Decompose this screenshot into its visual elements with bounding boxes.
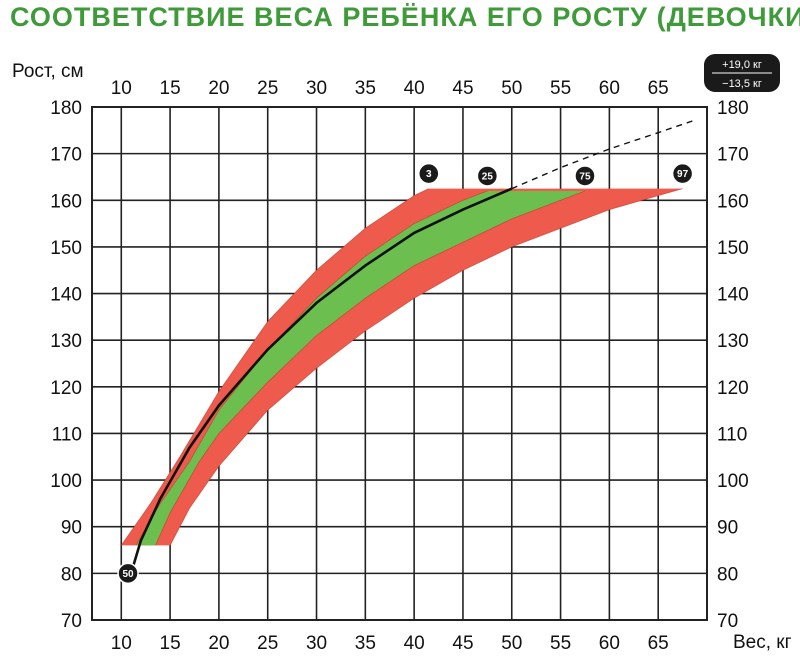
x-tick-label-bottom: 65 bbox=[648, 633, 669, 654]
y-tick-label-left: 110 bbox=[52, 424, 82, 445]
x-tick-label-bottom: 30 bbox=[306, 633, 327, 654]
y-tick-label-left: 140 bbox=[50, 285, 82, 306]
x-tick-label-top: 35 bbox=[355, 78, 376, 99]
y-tick-label-right: 120 bbox=[717, 378, 749, 399]
x-tick-label-bottom: 60 bbox=[599, 633, 620, 654]
x-tick-label-top: 60 bbox=[599, 78, 620, 99]
y-tick-label-right: 140 bbox=[717, 285, 749, 306]
y-tick-label-left: 90 bbox=[61, 518, 82, 539]
percentile-badge-label-50: 50 bbox=[122, 569, 134, 580]
y-tick-label-right: 80 bbox=[717, 564, 738, 585]
percentile-badge-label-97: 97 bbox=[677, 169, 689, 180]
x-tick-label-top: 30 bbox=[306, 78, 327, 99]
inner-band bbox=[135, 190, 585, 546]
percentile-badge-label-75: 75 bbox=[579, 171, 591, 182]
x-tick-label-bottom: 55 bbox=[550, 633, 571, 654]
y-tick-label-left: 120 bbox=[50, 378, 82, 399]
percentile-badge-97 bbox=[671, 162, 694, 185]
callout-lower: −13,5 кг bbox=[722, 78, 762, 90]
x-tick-label-bottom: 15 bbox=[160, 633, 181, 654]
y-tick-label-left: 100 bbox=[50, 471, 82, 492]
x-tick-label-top: 65 bbox=[648, 78, 669, 99]
y-tick-label-left: 70 bbox=[61, 611, 82, 632]
y-tick-label-right: 130 bbox=[717, 331, 749, 352]
x-tick-label-top: 45 bbox=[452, 78, 473, 99]
axis-ticks: 10 10 15 15 20 20 25 25 30 30 35 35 40 40 45 45 50 50 55 55… bbox=[50, 78, 748, 654]
x-tick-label-top: 55 bbox=[550, 78, 571, 99]
y-tick-label-right: 150 bbox=[717, 238, 749, 259]
x-tick-label-bottom: 40 bbox=[404, 633, 425, 654]
y-tick-label-right: 100 bbox=[717, 471, 749, 492]
percentile-badge-75 bbox=[574, 165, 596, 187]
y-tick-label-left: 150 bbox=[50, 238, 82, 259]
x-tick-label-bottom: 25 bbox=[257, 633, 278, 654]
chart-title: СООТВЕТСТВИЕ ВЕСА РЕБЁНКА ЕГО РОСТУ (ДЕВ… bbox=[10, 2, 800, 32]
percentile-badges: 3 25 50 75 97 bbox=[117, 162, 694, 585]
x-tick-label-bottom: 20 bbox=[208, 633, 229, 654]
series-25-line bbox=[135, 190, 488, 546]
percentile-lines bbox=[120, 120, 693, 574]
y-tick-label-right: 180 bbox=[717, 98, 749, 119]
grid bbox=[91, 106, 708, 621]
series-3-line bbox=[120, 188, 429, 546]
y-tick-label-right: 170 bbox=[717, 145, 749, 166]
series-97-line bbox=[169, 188, 683, 546]
x-tick-label-top: 20 bbox=[208, 78, 229, 99]
x-axis-label: Вес, кг bbox=[733, 632, 792, 653]
y-tick-label-left: 80 bbox=[61, 564, 82, 585]
percentile-badge-25 bbox=[476, 165, 499, 187]
callout-upper: +19,0 кг bbox=[722, 59, 762, 71]
y-tick-label-right: 110 bbox=[717, 424, 747, 445]
y-tick-label-left: 130 bbox=[50, 331, 82, 352]
x-tick-label-bottom: 50 bbox=[501, 633, 522, 654]
percentile-badge-label-25: 25 bbox=[482, 171, 494, 182]
y-tick-label-left: 180 bbox=[50, 98, 82, 119]
y-tick-label-right: 90 bbox=[717, 518, 738, 539]
percentile-bands bbox=[121, 188, 683, 546]
x-tick-label-top: 15 bbox=[160, 78, 181, 99]
percentile-badge-3 bbox=[418, 162, 440, 185]
x-tick-label-bottom: 10 bbox=[111, 633, 132, 654]
x-tick-label-bottom: 35 bbox=[355, 633, 376, 654]
series-extension-line bbox=[511, 120, 693, 190]
x-tick-label-top: 40 bbox=[404, 78, 425, 99]
plot-frame bbox=[91, 106, 708, 621]
series-50-line bbox=[129, 187, 513, 574]
y-tick-label-left: 170 bbox=[50, 145, 82, 166]
x-tick-label-top: 25 bbox=[257, 78, 278, 99]
y-tick-label-right: 160 bbox=[717, 191, 749, 212]
y-axis-label: Рост, см bbox=[12, 61, 84, 82]
x-tick-label-top: 10 bbox=[111, 78, 132, 99]
y-tick-label-right: 70 bbox=[717, 611, 738, 632]
y-tick-label-left: 160 bbox=[50, 191, 82, 212]
extension-callout: +19,0 кг −13,5 кг bbox=[704, 54, 780, 92]
percentile-badge-50 bbox=[117, 562, 139, 585]
percentile-badge-label-3: 3 bbox=[426, 169, 432, 180]
series-75-line bbox=[155, 190, 586, 546]
x-tick-label-top: 50 bbox=[501, 78, 522, 99]
x-tick-label-bottom: 45 bbox=[452, 633, 473, 654]
